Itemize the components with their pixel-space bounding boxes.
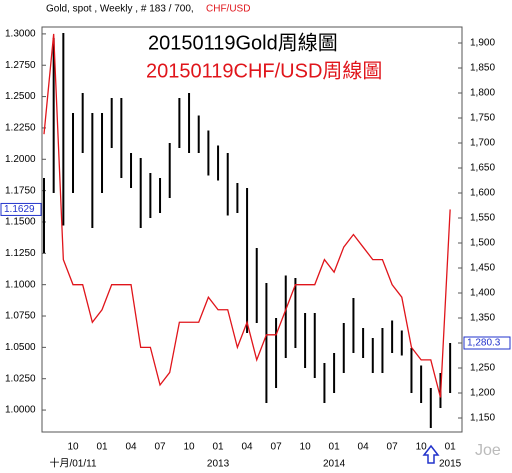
x-tick-label: 10 <box>300 442 312 453</box>
y-tick-label: 1.0250 <box>5 373 36 384</box>
fx-line <box>43 33 451 398</box>
watermark: Joe <box>475 442 501 459</box>
y2-tick-label: 1,700 <box>470 138 495 149</box>
x-tick-label: 10 <box>183 442 195 453</box>
x-tick-label: 10 <box>67 442 79 453</box>
x-tick-label: 07 <box>271 442 283 453</box>
x-group-label: 2014 <box>323 459 346 470</box>
y2-tick-label: 1,500 <box>470 238 495 249</box>
x-tick-label: 01 <box>329 442 341 453</box>
x-tick-label: 01 <box>96 442 108 453</box>
last-left-label: 1.1629 <box>4 204 35 215</box>
y2-tick-label: 1,850 <box>470 63 495 74</box>
x-tick-label: 01 <box>212 442 224 453</box>
last-left-box <box>0 202 42 216</box>
y2-tick-label: 1,450 <box>470 263 495 274</box>
x-group-label: 2015 <box>439 459 462 470</box>
y2-tick-label: 1,550 <box>470 213 495 224</box>
y-tick-label: 1.1250 <box>5 248 36 259</box>
y2-tick-label: 1,200 <box>470 388 495 399</box>
last-right-box <box>463 336 511 350</box>
x-tick-label: 10 <box>416 442 428 453</box>
header: Gold, spot , Weekly , # 183 / 700, <box>46 4 194 15</box>
y2-tick-label: 1,400 <box>470 288 495 299</box>
y2-tick-label: 1,900 <box>470 38 495 49</box>
y-tick-label: 1.2500 <box>5 91 36 102</box>
arrow-icon <box>422 444 440 464</box>
x-group-label: 2013 <box>207 459 230 470</box>
x-tick-label: 07 <box>387 442 399 453</box>
x-group-label: 十月/01/11 <box>49 457 96 470</box>
x-tick-label: 07 <box>154 442 166 453</box>
chart-subtitle: 20150119CHF/USD周線圖 <box>146 59 382 82</box>
y-tick-label: 1.0000 <box>5 405 36 416</box>
y2-tick-label: 1,800 <box>470 88 495 99</box>
x-tick-label: 04 <box>125 442 137 453</box>
x-tick-label: 04 <box>358 442 370 453</box>
y-tick-label: 1.1500 <box>5 217 36 228</box>
last-right-label: 1,280.3 <box>467 338 501 349</box>
y2-tick-label: 1,600 <box>470 188 495 199</box>
y-tick-label: 1.0750 <box>5 311 36 322</box>
x-tick-label: 04 <box>242 442 254 453</box>
y2-tick-label: 1,350 <box>470 313 495 324</box>
y-tick-label: 1.2000 <box>5 154 36 165</box>
header-red: CHF/USD <box>206 4 250 15</box>
chart-title: 20150119Gold周線圖 <box>148 31 338 54</box>
x-tick-label: 01 <box>445 442 457 453</box>
y-tick-label: 1.1750 <box>5 185 36 196</box>
y2-tick-label: 1,150 <box>470 413 495 424</box>
y2-tick-label: 1,750 <box>470 113 495 124</box>
y2-tick-label: 1,650 <box>470 163 495 174</box>
plot-frame <box>41 26 463 433</box>
y-tick-label: 1.2250 <box>5 123 36 134</box>
y-tick-label: 1.3000 <box>5 29 36 40</box>
y-tick-label: 1.2750 <box>5 60 36 71</box>
y2-tick-label: 1,250 <box>470 363 495 374</box>
y-tick-label: 1.0500 <box>5 342 36 353</box>
y-tick-label: 1.1000 <box>5 279 36 290</box>
